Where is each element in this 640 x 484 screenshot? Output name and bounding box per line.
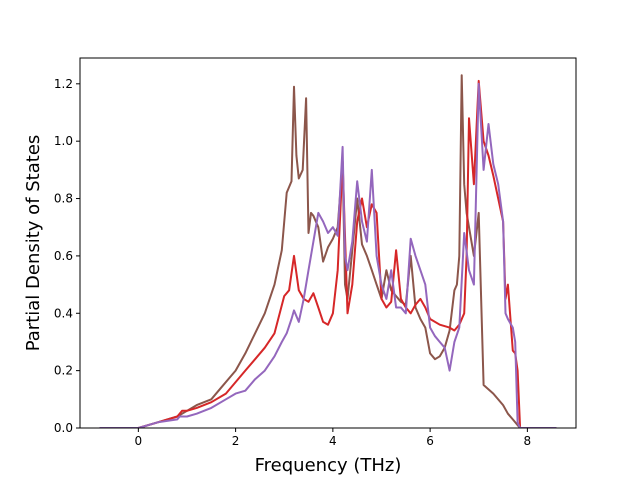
x-tick-label: 0 (135, 434, 143, 448)
y-axis-label: Partial Density of States (23, 135, 44, 352)
y-tick-label: 0.2 (54, 364, 73, 378)
plot-frame (79, 57, 577, 429)
series-line-3 (99, 82, 557, 428)
axes-layer: 0 2 4 6 8 0.0 0.2 0.4 0.6 0.8 1.0 1.2 (54, 57, 577, 448)
y-tick-label: 0.4 (54, 306, 73, 320)
x-tick-label: 8 (524, 434, 532, 448)
y-tick-label: 1.0 (54, 134, 73, 148)
x-tick-label: 2 (232, 434, 240, 448)
x-tick-label: 6 (426, 434, 434, 448)
x-tick-label: 4 (329, 434, 337, 448)
series-layer (99, 74, 557, 428)
y-tick-label: 0.6 (54, 249, 73, 263)
x-axis-label: Frequency (THz) (255, 455, 402, 476)
y-tick-label: 1.2 (54, 77, 73, 91)
y-tick-label: 0.0 (54, 421, 73, 435)
y-tick-label: 0.8 (54, 192, 73, 206)
series-line-2 (99, 79, 557, 428)
